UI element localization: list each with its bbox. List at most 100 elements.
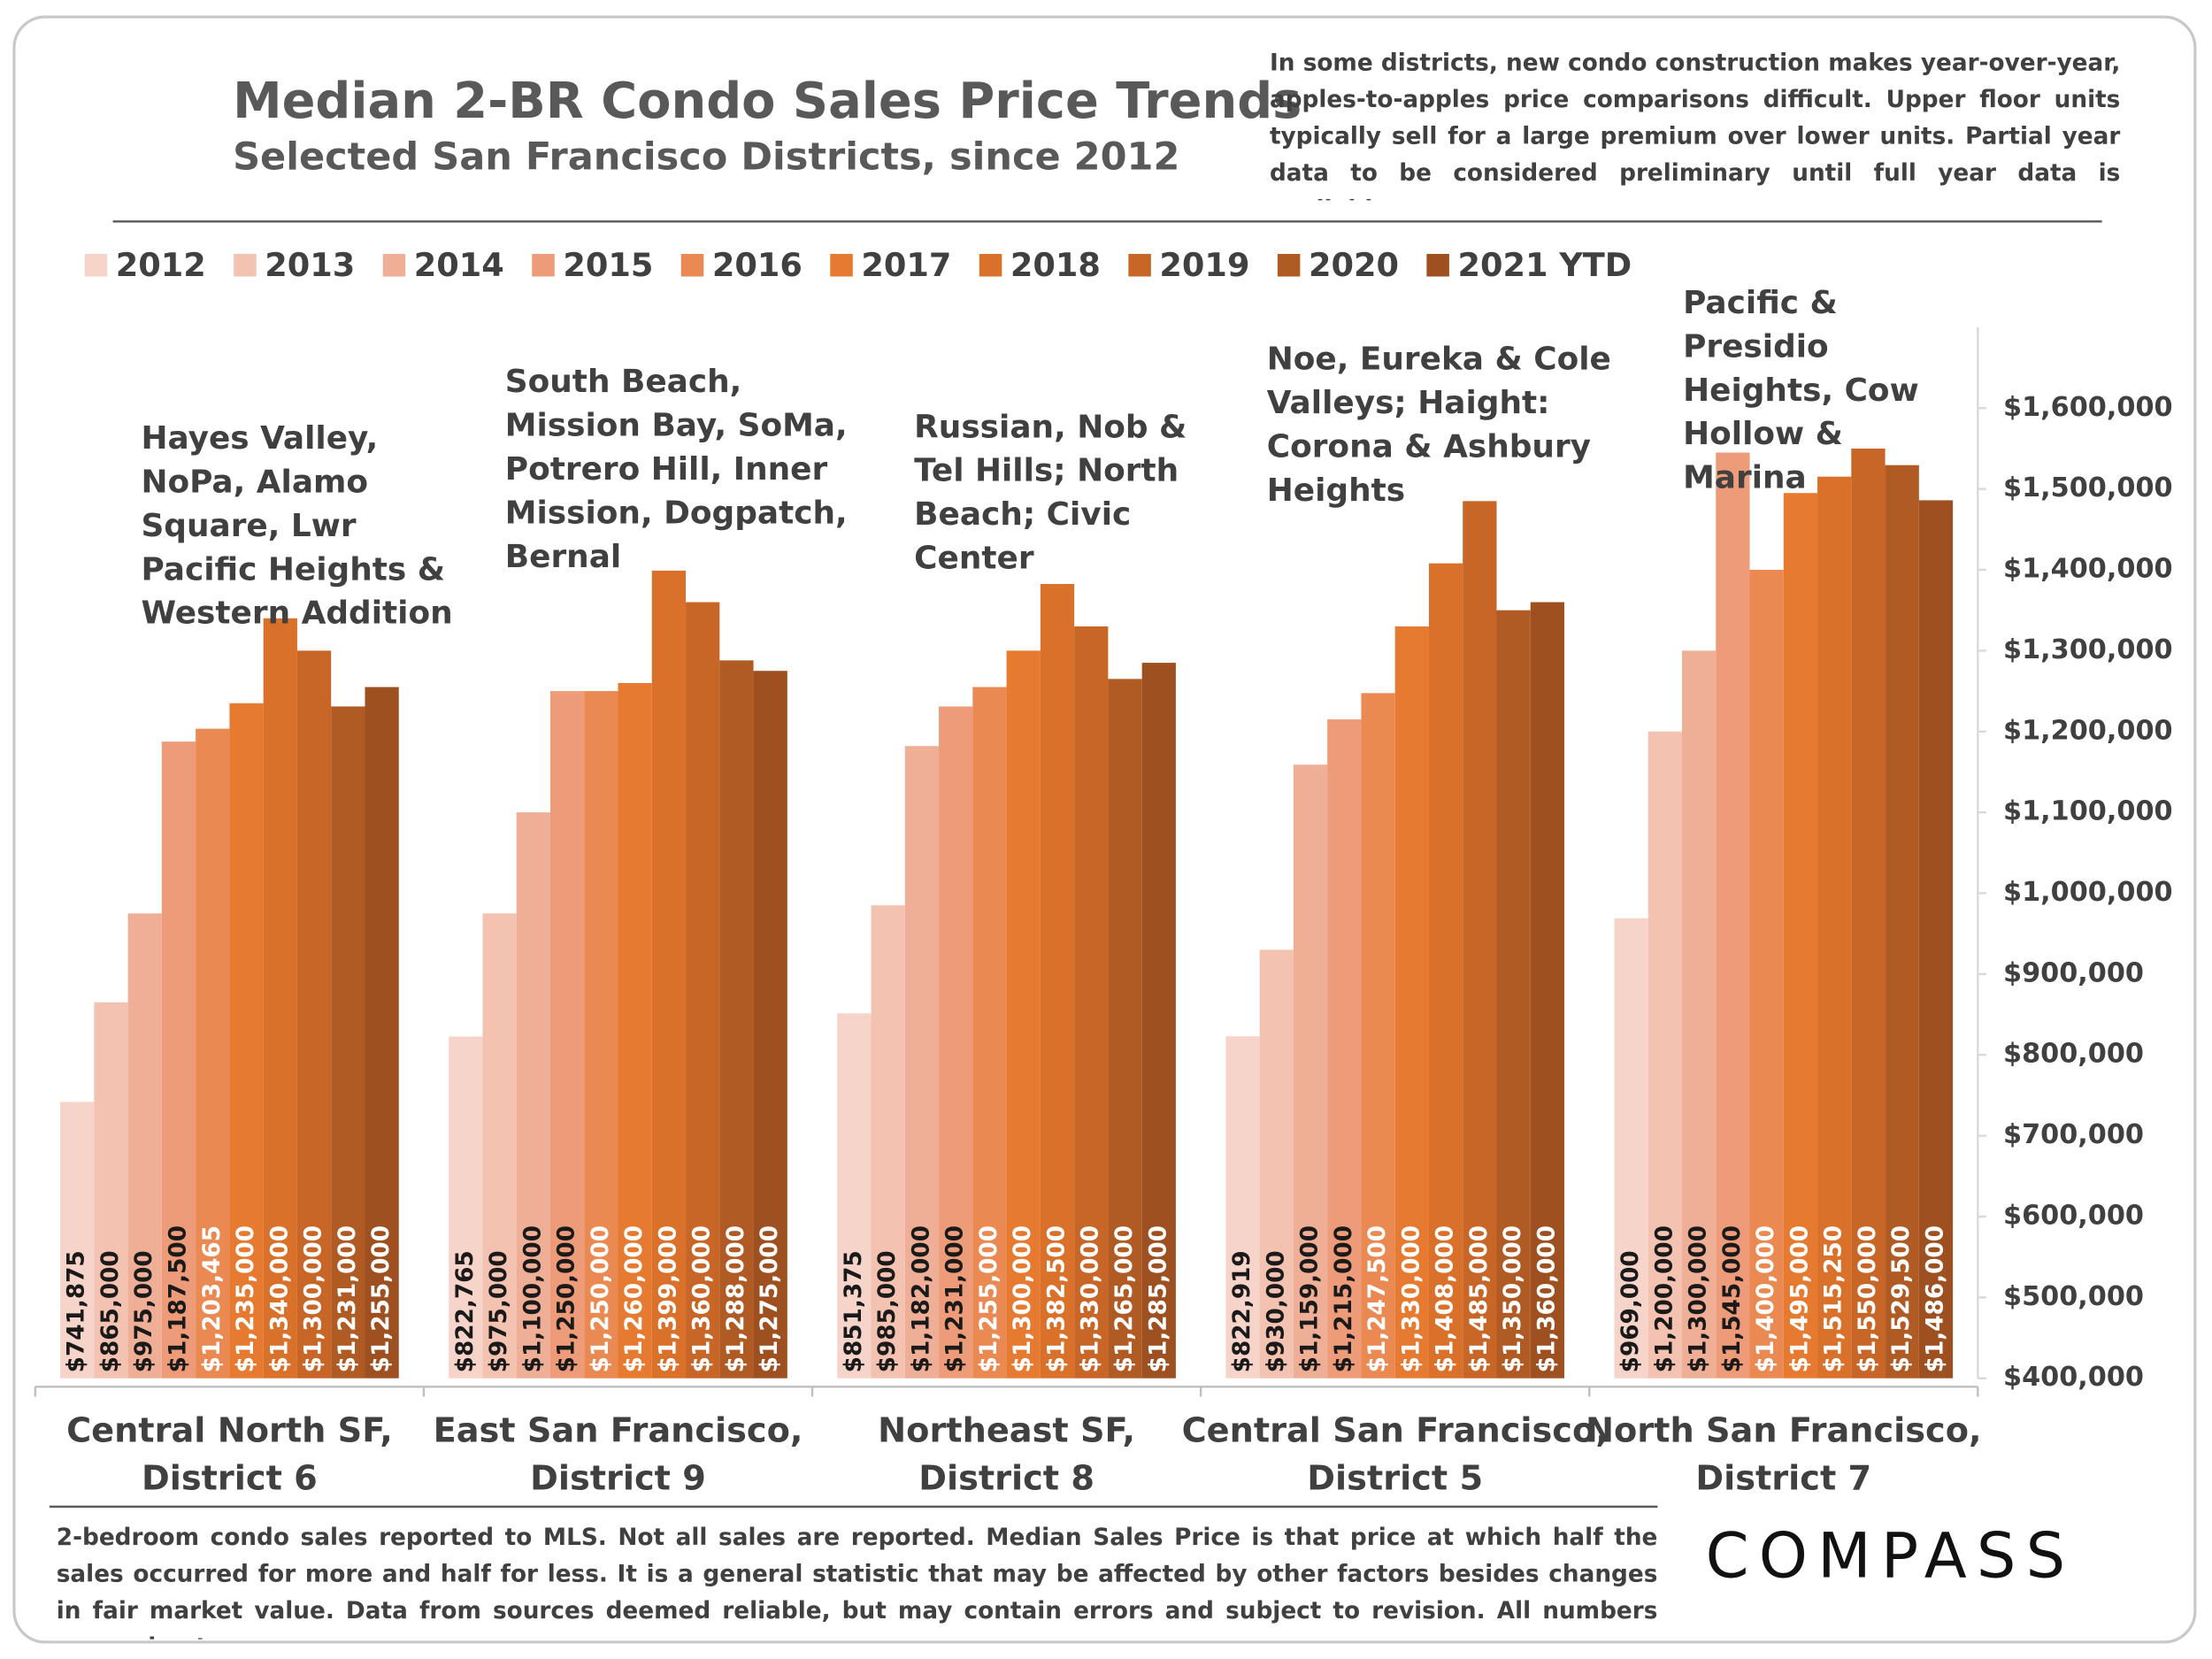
value-label: $1,400,000 <box>1753 1225 1779 1372</box>
y-tick-label: $1,200,000 <box>2003 715 2173 746</box>
value-label: $1,231,000 <box>942 1225 969 1372</box>
logo: COMPASS <box>1706 1519 2076 1592</box>
bar <box>94 1002 128 1379</box>
value-label: $975,000 <box>131 1250 157 1372</box>
value-label: $975,000 <box>486 1250 512 1372</box>
value-label: $1,300,000 <box>1010 1225 1036 1372</box>
bar <box>1428 563 1463 1379</box>
note-box: In some districts, new condo constructio… <box>1269 49 2121 201</box>
value-label: $1,360,000 <box>1533 1225 1560 1372</box>
bar <box>1361 693 1395 1379</box>
y-tick-label: $1,600,000 <box>2003 392 2173 423</box>
value-label: $1,250,000 <box>554 1225 580 1372</box>
x-tick-label-line: Central North SF, <box>66 1410 393 1450</box>
legend-swatch <box>1426 253 1449 277</box>
legend-swatch <box>680 253 704 277</box>
bar <box>127 913 162 1379</box>
value-label: $1,515,250 <box>1821 1225 1847 1372</box>
group-annotation-box: Hayes Valley, NoPa, Alamo Square, Lwr Pa… <box>141 420 452 632</box>
value-label: $1,260,000 <box>621 1225 648 1372</box>
y-tick-label: $1,300,000 <box>2003 634 2173 665</box>
y-tick-label: $700,000 <box>2003 1119 2144 1150</box>
value-label: $822,765 <box>452 1250 479 1372</box>
bar <box>1749 570 1784 1379</box>
bar <box>1108 679 1142 1379</box>
bar <box>904 746 940 1379</box>
note: In some districts, new condo constructio… <box>1269 49 2121 201</box>
legend-label: 2020 <box>1309 246 1399 284</box>
group-annotation: Pacific & Presidio Heights, Cow Hollow &… <box>1683 285 1919 497</box>
group-annotation: Russian, Nob & Tel Hills; North Beach; C… <box>914 409 1187 578</box>
bar <box>1647 731 1682 1379</box>
group-annotation: Noe, Eureka & Cole Valleys; Haight: Coro… <box>1266 341 1611 510</box>
bar <box>482 913 517 1379</box>
bar <box>1006 650 1041 1379</box>
value-label: $1,300,000 <box>1686 1225 1712 1372</box>
bar <box>972 687 1007 1379</box>
bar <box>365 687 399 1379</box>
group-annotation-box: Pacific & Presidio Heights, Cow Hollow &… <box>1683 285 1919 497</box>
bar <box>1851 448 1886 1379</box>
bar <box>1074 626 1109 1379</box>
bar <box>1293 764 1328 1379</box>
bar <box>1327 719 1362 1379</box>
legend-label: 2013 <box>265 246 355 284</box>
bar <box>584 691 618 1379</box>
y-tick-label: $1,400,000 <box>2003 554 2173 585</box>
value-label: $1,231,000 <box>334 1225 361 1372</box>
value-label: $1,275,000 <box>757 1225 783 1372</box>
x-tick-label-line: District 9 <box>530 1458 706 1498</box>
value-label: $1,285,000 <box>1145 1225 1171 1372</box>
bar <box>753 671 787 1379</box>
value-label: $1,360,000 <box>689 1225 716 1372</box>
bar <box>1817 476 1852 1379</box>
bar <box>1259 949 1294 1379</box>
legend-label: 2021 YTD <box>1457 246 1632 284</box>
x-tick-label: East San Francisco, District 9 <box>434 1410 803 1498</box>
x-tick-label-line: District 7 <box>1695 1458 1871 1498</box>
bar <box>1394 626 1429 1379</box>
legend-swatch <box>979 253 1002 277</box>
value-label: $1,250,000 <box>588 1225 614 1372</box>
bar <box>263 618 297 1379</box>
y-tick-label: $900,000 <box>2003 957 2144 988</box>
legend-label: 2018 <box>1010 246 1101 284</box>
value-label: $1,382,500 <box>1043 1225 1070 1372</box>
bar <box>1918 500 1954 1379</box>
value-label: $1,495,000 <box>1786 1225 1813 1372</box>
bar <box>1681 650 1717 1379</box>
x-tick-label: Central San Francisco, District 5 <box>1182 1410 1609 1498</box>
value-label: $1,200,000 <box>1651 1225 1678 1372</box>
value-label: $1,203,465 <box>199 1225 226 1372</box>
value-label: $1,300,000 <box>301 1225 327 1372</box>
value-label: $1,330,000 <box>1078 1225 1104 1372</box>
value-label: $1,350,000 <box>1500 1225 1526 1372</box>
bar <box>1141 663 1176 1379</box>
bar <box>1225 1036 1260 1379</box>
bar <box>296 650 332 1379</box>
bar <box>516 812 550 1379</box>
legend-swatch <box>84 253 108 277</box>
bar <box>1040 583 1075 1379</box>
value-label: $1,187,500 <box>165 1225 192 1372</box>
value-label: $1,408,000 <box>1432 1225 1459 1372</box>
bar <box>449 1036 483 1379</box>
chart-title: Median 2-BR Condo Sales Price Trends <box>233 73 1302 130</box>
value-label: $1,265,000 <box>1111 1225 1138 1372</box>
bar <box>837 1013 872 1379</box>
x-tick-label-line: District 8 <box>918 1458 1094 1498</box>
x-tick-label-line: East San Francisco, <box>434 1410 803 1450</box>
value-label: $1,340,000 <box>266 1225 293 1372</box>
value-label: $930,000 <box>1263 1250 1289 1372</box>
legend-swatch <box>382 253 406 277</box>
bar <box>618 682 652 1379</box>
group-annotation-box: South Beach, Mission Bay, SoMa, Potrero … <box>504 364 848 576</box>
bar <box>1530 602 1565 1379</box>
bar <box>161 741 196 1379</box>
group-annotation: South Beach, Mission Bay, SoMa, Potrero … <box>504 364 848 576</box>
bar <box>1716 452 1750 1379</box>
x-tick-label-line: Central San Francisco, <box>1182 1410 1609 1450</box>
bar <box>60 1102 95 1379</box>
